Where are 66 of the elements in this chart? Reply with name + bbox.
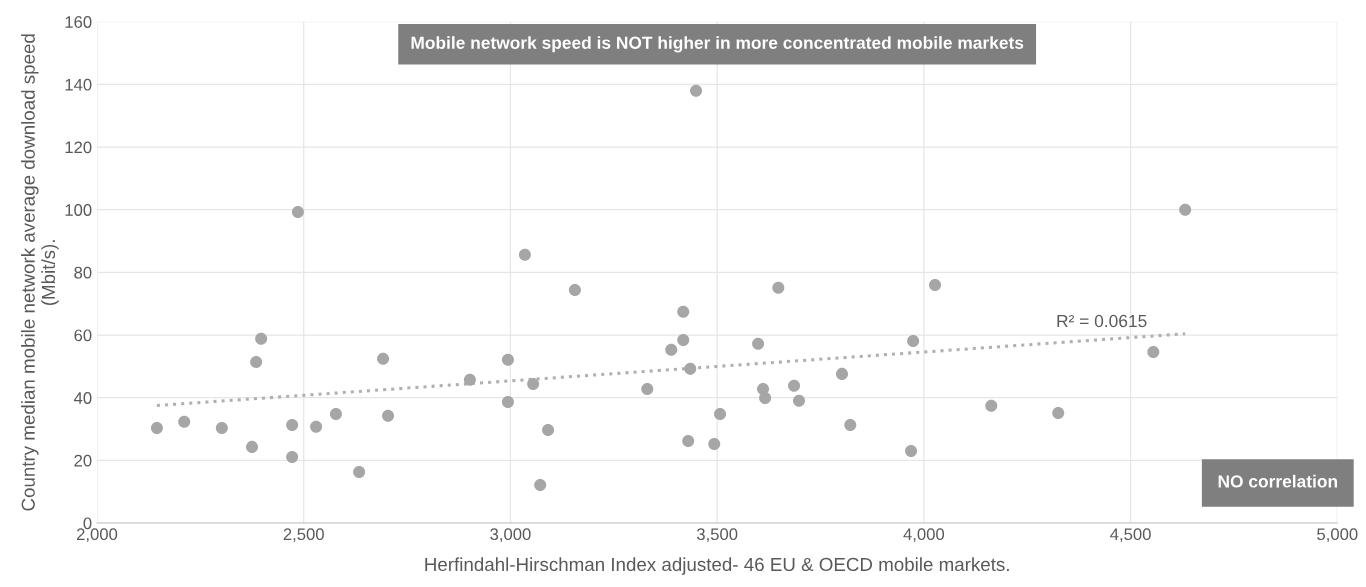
point <box>759 391 772 405</box>
x-tick-label: 4,000 <box>903 528 945 543</box>
y-axis-title: Country median mobile network average download speed (Mbit/s). <box>21 34 59 511</box>
point <box>677 334 690 347</box>
annotation: R² = 0.0615 <box>1057 314 1147 328</box>
point <box>788 379 801 392</box>
point <box>178 415 191 428</box>
y-tick-label: 120 <box>65 141 92 154</box>
point <box>518 248 531 261</box>
point <box>1052 407 1065 420</box>
point <box>714 407 727 420</box>
x-tick-label: 2,500 <box>283 528 324 543</box>
point <box>836 367 849 380</box>
point <box>905 444 918 457</box>
x-tick-label: 3,000 <box>490 528 531 543</box>
point <box>250 355 263 368</box>
point <box>246 440 259 453</box>
point <box>150 422 163 435</box>
point <box>534 479 547 492</box>
y-tick-label: 100 <box>65 204 92 216</box>
point <box>793 394 806 407</box>
point <box>568 283 581 296</box>
y-tick-label: 160 <box>65 16 92 28</box>
point <box>310 420 323 433</box>
point <box>286 450 299 463</box>
y-tick-label: 0 <box>83 517 92 530</box>
y-tick-label: 60 <box>74 329 92 342</box>
point <box>542 423 555 436</box>
x-axis-title: Herfindahl-Hirschman Index adjusted- 46 EU & OECD mobile markets. <box>425 557 1009 575</box>
point <box>215 422 228 435</box>
point <box>255 332 268 345</box>
point <box>682 434 695 447</box>
point <box>844 418 857 431</box>
point <box>501 353 514 366</box>
point <box>527 377 540 390</box>
point <box>772 281 785 294</box>
point <box>985 399 998 412</box>
point <box>690 84 703 97</box>
point <box>708 438 721 451</box>
x-tick-label: 2,000 <box>76 528 118 543</box>
y-tick-label: 40 <box>73 392 92 404</box>
point <box>684 362 697 375</box>
x-tick-label: 4,500 <box>1110 528 1151 543</box>
point <box>377 352 390 365</box>
point <box>907 334 920 347</box>
point <box>752 337 765 350</box>
point <box>291 205 304 218</box>
point <box>382 409 395 422</box>
point <box>501 396 514 409</box>
point <box>665 343 678 356</box>
point <box>641 382 654 395</box>
point <box>353 465 366 478</box>
y-tick-label: 80 <box>74 266 92 279</box>
point <box>329 407 342 420</box>
annotation: NO correlation <box>1218 474 1337 488</box>
point <box>1179 203 1192 216</box>
point <box>286 418 299 431</box>
point <box>929 278 942 291</box>
x-tick-label: 5,000 <box>1317 528 1358 543</box>
y-tick-label: 140 <box>65 78 92 91</box>
point <box>1147 345 1160 358</box>
point <box>463 373 476 386</box>
y-tick-label: 20 <box>74 454 92 467</box>
x-tick-label: 3,500 <box>696 528 738 543</box>
point <box>677 305 690 318</box>
text: Mobile network speed is NOT higher in more concentrated mobile markets <box>411 36 1024 53</box>
